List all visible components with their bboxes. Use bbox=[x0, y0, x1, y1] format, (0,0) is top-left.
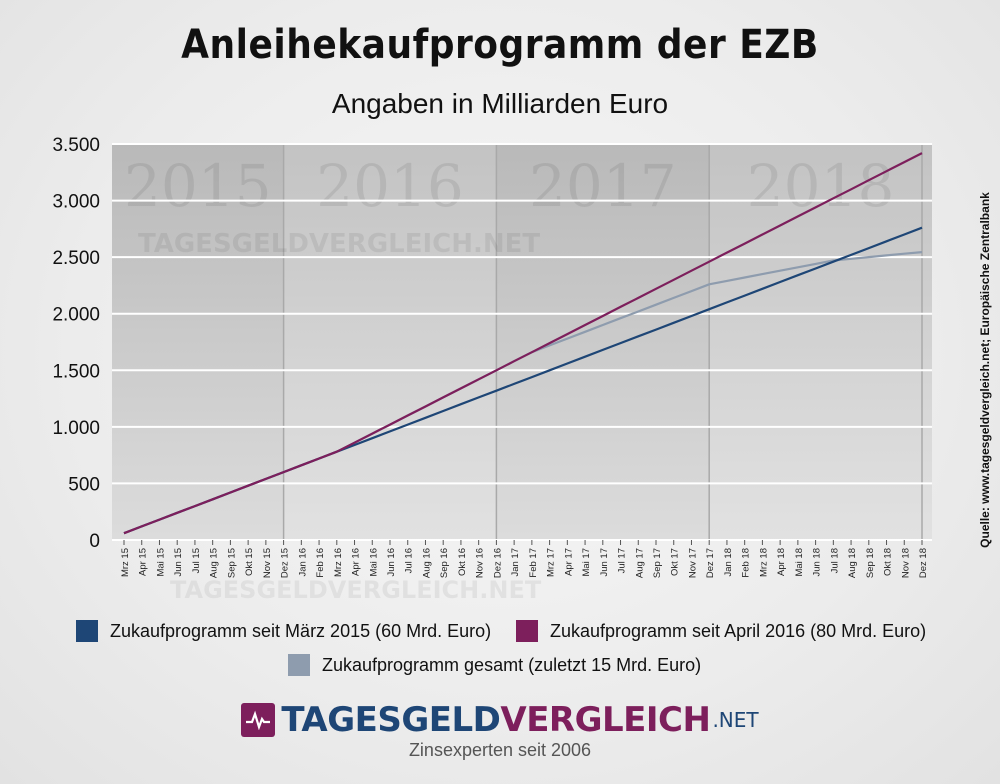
x-tick-label: Dez 18 bbox=[918, 548, 929, 578]
series-line-2 bbox=[123, 152, 923, 535]
x-tick-label: Jul 17 bbox=[617, 548, 628, 573]
x-tick-label: Nov 15 bbox=[262, 548, 273, 578]
chart-subtitle: Angaben in Milliarden Euro bbox=[331, 88, 669, 119]
x-tick-label: Okt 15 bbox=[244, 548, 255, 576]
legend-item-series2: Zukaufprogramm seit April 2016 (80 Mrd. … bbox=[516, 620, 926, 642]
year-band bbox=[496, 144, 710, 540]
y-tick-label: 2.000 bbox=[52, 305, 100, 326]
legend-label-series3: Zukaufprogramm gesamt (zuletzt 15 Mrd. E… bbox=[322, 654, 702, 675]
x-tick-label: Mrz 15 bbox=[120, 548, 131, 577]
brand-logo: TAGESGELD VERGLEICH .NET bbox=[0, 700, 1000, 740]
x-tick-label: Jul 15 bbox=[191, 548, 202, 573]
x-tick-label: Dez 16 bbox=[492, 548, 503, 578]
x-tick-label: Mai 15 bbox=[155, 548, 166, 577]
x-tick-label: Feb 16 bbox=[315, 548, 326, 578]
x-tick-label: Jun 15 bbox=[173, 548, 184, 577]
year-band bbox=[709, 144, 932, 540]
legend-item-series1: Zukaufprogramm seit März 2015 (60 Mrd. E… bbox=[76, 620, 491, 642]
y-tick-label: 0 bbox=[89, 531, 100, 552]
x-tick-label: Nov 16 bbox=[475, 548, 486, 578]
x-tick-label: Mai 17 bbox=[581, 548, 592, 577]
source-note: Quelle: www.tagesgeldvergleich.net; Euro… bbox=[978, 192, 992, 548]
year-band-label: 2015 bbox=[124, 152, 272, 220]
x-tick-label: Feb 18 bbox=[741, 548, 752, 578]
x-tick-label: Aug 17 bbox=[634, 548, 645, 578]
y-tick-label: 1.000 bbox=[52, 418, 100, 439]
x-tick-label: Nov 18 bbox=[900, 548, 911, 578]
y-tick-label: 3.500 bbox=[52, 135, 100, 156]
year-band-label: 2017 bbox=[529, 152, 677, 220]
watermark: TAGESGELDVERGLEICH.NET bbox=[138, 229, 540, 259]
x-tick-label: Jul 16 bbox=[404, 548, 415, 573]
legend-swatch-series1 bbox=[76, 620, 98, 642]
x-tick-label: Sep 15 bbox=[226, 548, 237, 578]
chart-title: Anleihekaufprogramm der EZB bbox=[181, 22, 819, 68]
x-tick-label: Apr 17 bbox=[563, 548, 574, 576]
x-tick-label: Dez 17 bbox=[705, 548, 716, 578]
legend-label-series2: Zukaufprogramm seit April 2016 (80 Mrd. … bbox=[550, 620, 927, 641]
x-tick-label: Apr 16 bbox=[351, 548, 362, 576]
x-tick-label: Aug 16 bbox=[421, 548, 432, 578]
x-tick-label: Okt 18 bbox=[883, 548, 894, 576]
year-band-label: 2018 bbox=[747, 152, 895, 220]
x-tick-label: Jun 17 bbox=[599, 548, 610, 577]
x-tick-label: Dez 15 bbox=[280, 548, 291, 578]
legend-swatch-series3 bbox=[288, 654, 310, 676]
brand-name-part2: VERGLEICH bbox=[500, 700, 711, 740]
x-tick-label: Apr 15 bbox=[138, 548, 149, 576]
year-band bbox=[112, 144, 284, 540]
x-tick-label: Jun 18 bbox=[812, 548, 823, 577]
x-tick-label: Jul 18 bbox=[829, 548, 840, 573]
legend-item-series3: Zukaufprogramm gesamt (zuletzt 15 Mrd. E… bbox=[288, 654, 701, 676]
x-tick-label: Jan 18 bbox=[723, 548, 734, 577]
brand-name-part1: TAGESGELD bbox=[281, 700, 501, 740]
y-tick-label: 2.500 bbox=[52, 248, 100, 269]
watermark: TAGESGELDVERGLEICH.NET bbox=[170, 576, 542, 604]
year-band bbox=[283, 144, 497, 540]
x-tick-label: Jan 16 bbox=[297, 548, 308, 577]
x-tick-label: Okt 17 bbox=[670, 548, 681, 576]
x-tick-label: Mrz 17 bbox=[546, 548, 557, 577]
legend-label-series1: Zukaufprogramm seit März 2015 (60 Mrd. E… bbox=[110, 620, 492, 641]
brand-tld: .NET bbox=[712, 708, 759, 732]
x-tick-label: Sep 18 bbox=[865, 548, 876, 578]
x-tick-label: Aug 18 bbox=[847, 548, 858, 578]
x-tick-label: Sep 17 bbox=[652, 548, 663, 578]
brand-tagline: Zinsexperten seit 2006 bbox=[408, 740, 592, 760]
y-tick-label: 500 bbox=[68, 474, 100, 495]
heartbeat-icon bbox=[241, 703, 276, 737]
x-tick-label: Nov 17 bbox=[687, 548, 698, 578]
x-tick-label: Mai 18 bbox=[794, 548, 805, 577]
y-tick-label: 3.000 bbox=[52, 192, 100, 213]
x-tick-label: Apr 18 bbox=[776, 548, 787, 576]
year-band-label: 2016 bbox=[316, 152, 464, 220]
x-tick-label: Okt 16 bbox=[457, 548, 468, 576]
legend-swatch-series2 bbox=[516, 620, 538, 642]
x-tick-label: Feb 17 bbox=[528, 548, 539, 578]
x-tick-label: Mrz 16 bbox=[333, 548, 344, 577]
x-tick-label: Mai 16 bbox=[368, 548, 379, 577]
x-tick-label: Aug 15 bbox=[209, 548, 220, 578]
x-tick-label: Jan 17 bbox=[510, 548, 521, 577]
x-tick-label: Mrz 18 bbox=[758, 548, 769, 577]
y-tick-label: 1.500 bbox=[52, 361, 100, 382]
x-tick-label: Sep 16 bbox=[439, 548, 450, 578]
x-tick-label: Jun 16 bbox=[386, 548, 397, 577]
